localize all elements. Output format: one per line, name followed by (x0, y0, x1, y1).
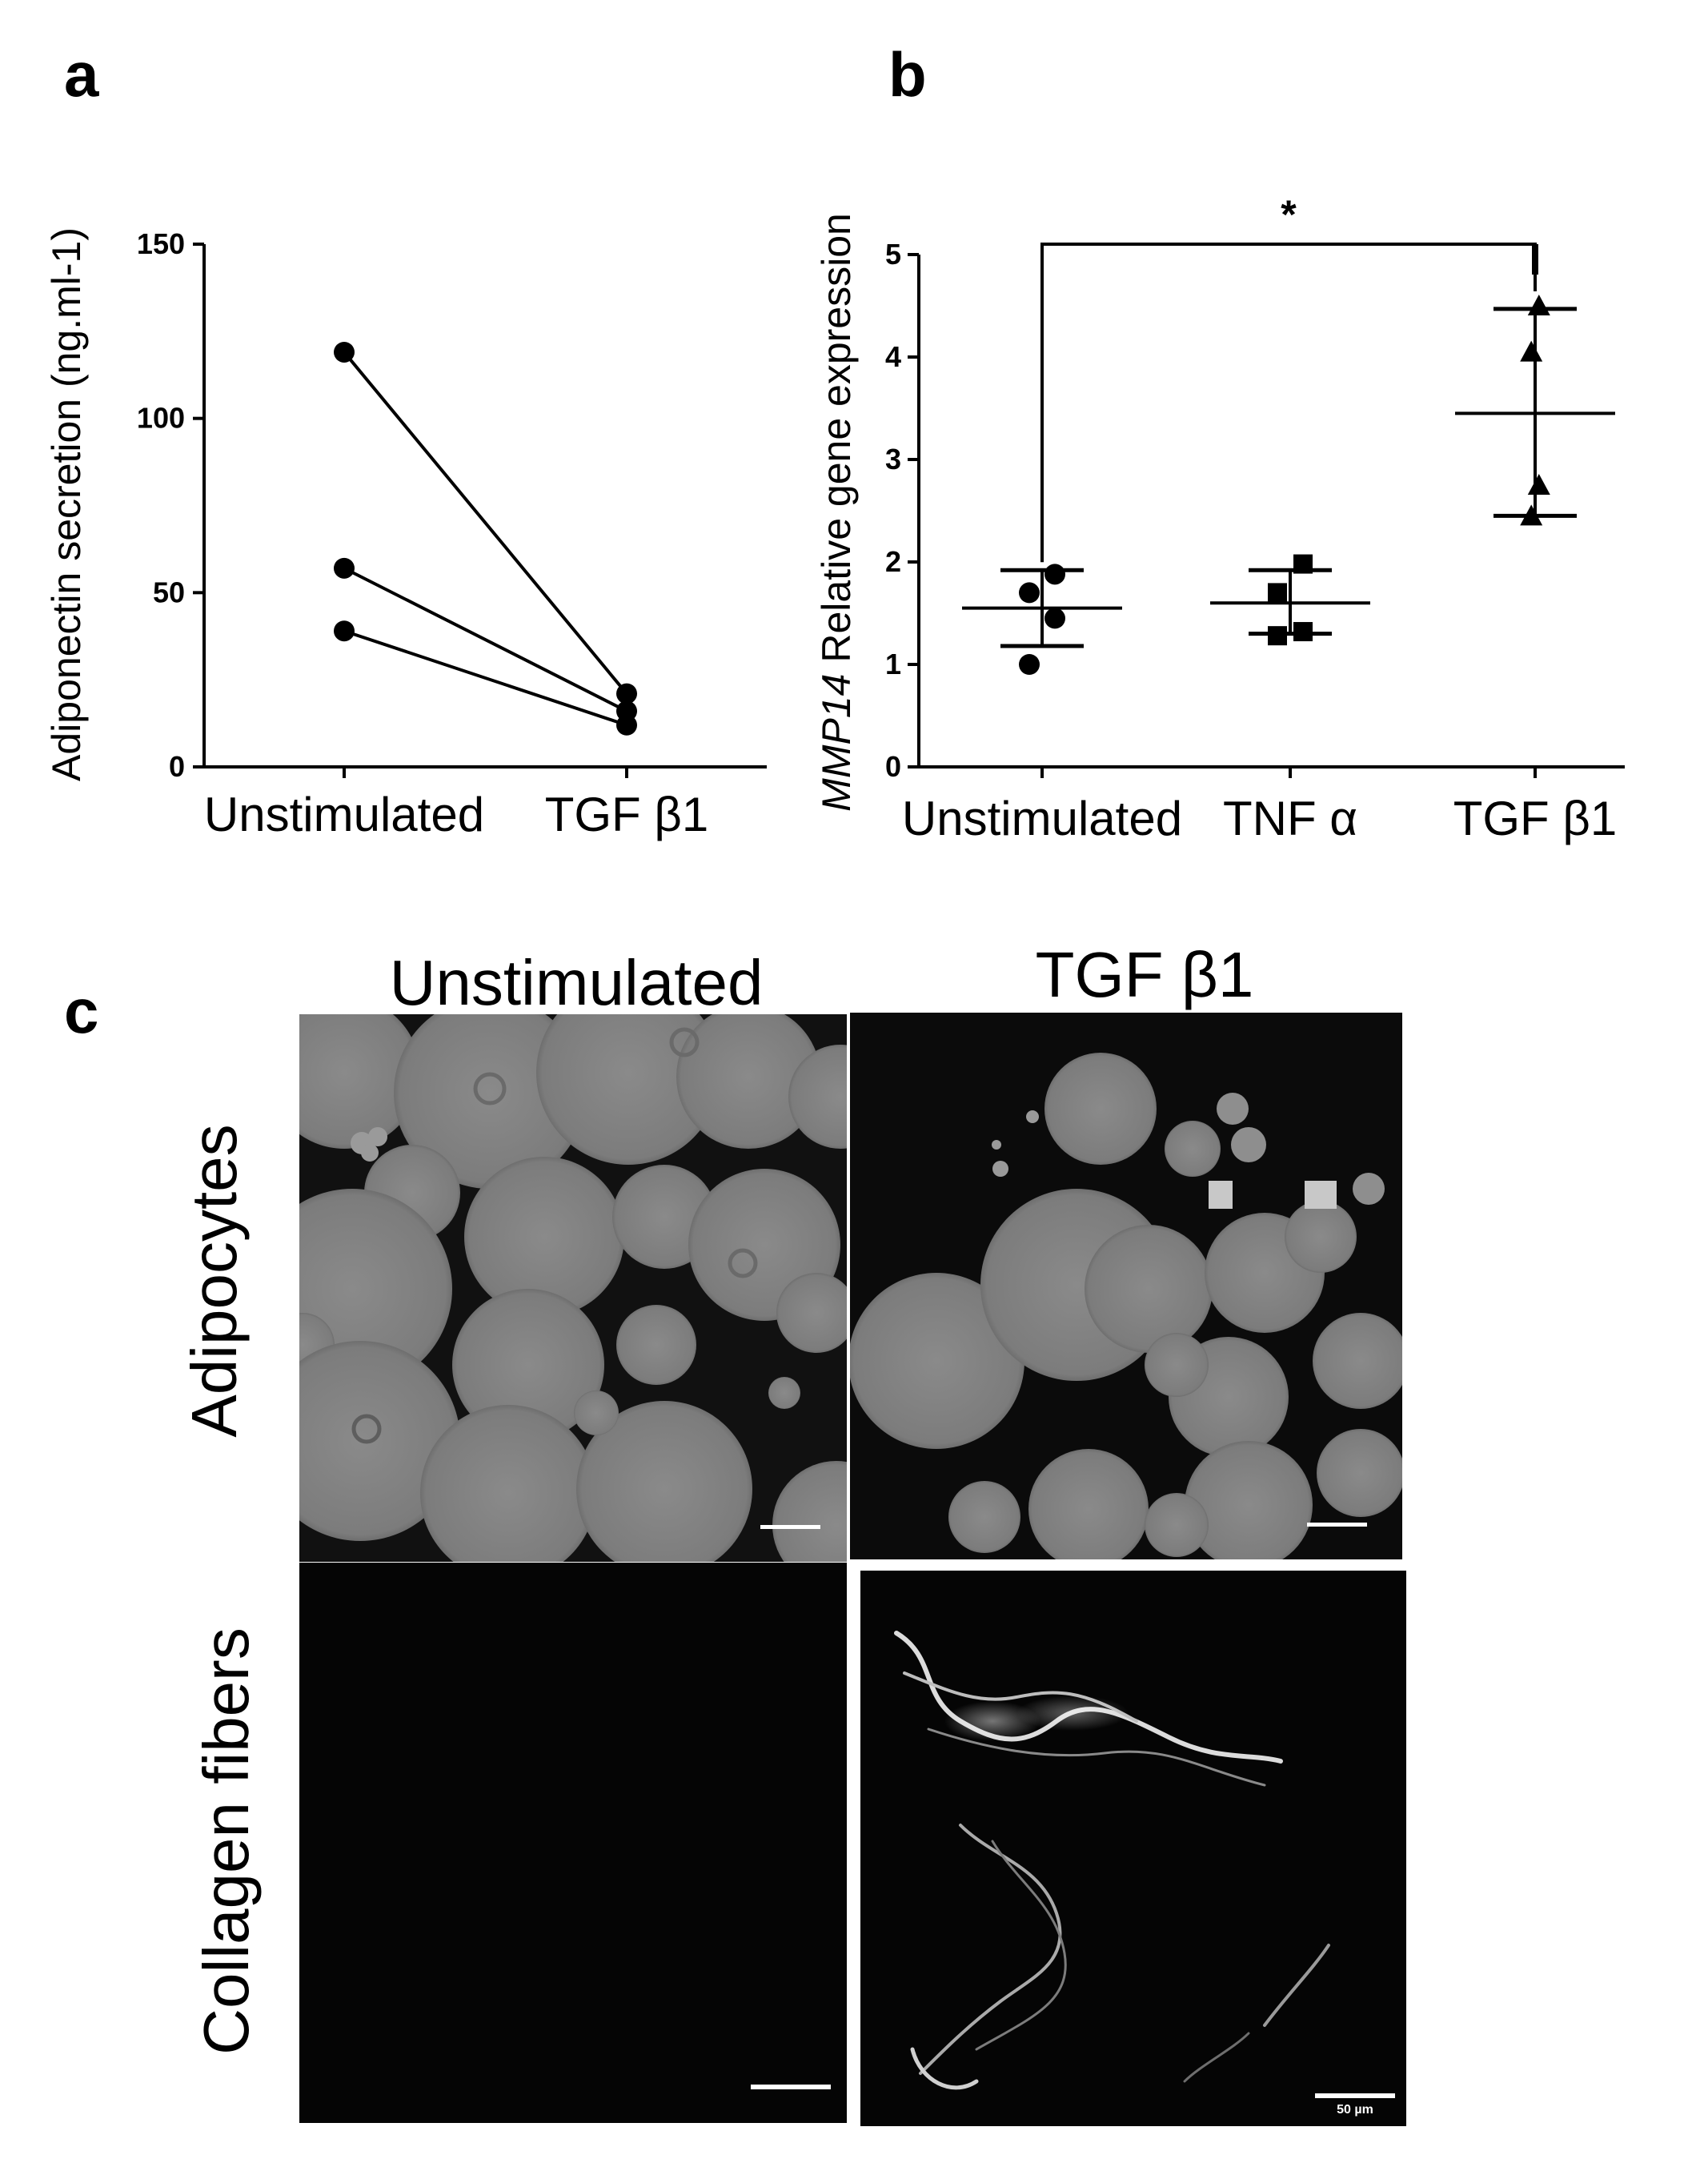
data-point (1044, 608, 1065, 629)
micrograph-unstimulated-adipocytes (299, 1014, 847, 1562)
data-point (1268, 583, 1287, 603)
data-point (1293, 554, 1313, 574)
y-tick-label: 150 (137, 227, 185, 260)
x-tick-label: TGF β1 (1453, 792, 1618, 845)
chart-b-y-axis-label: MMP14 Relative gene expression (814, 213, 859, 812)
data-point (1527, 295, 1550, 315)
column-header-tgf-b1: TGF β1 (1036, 939, 1254, 1010)
data-point (616, 683, 637, 704)
data-point (334, 341, 355, 363)
y-tick-label: 0 (885, 750, 901, 783)
scale-bar (1315, 2093, 1395, 2098)
collagen-fibers-tgf-b1 (894, 1631, 1330, 2090)
chart-a-axes: 0 50 100 150 Unstimulated TGF β1 (137, 227, 767, 841)
x-tick-label: Unstimulated (204, 788, 484, 841)
data-point (334, 557, 355, 579)
micrograph-tgf-b1-adipocytes (850, 1013, 1402, 1559)
panel-letter-c: c (64, 976, 98, 1046)
micrograph-tgf-b1-collagen: 50 µm (860, 1571, 1406, 2126)
data-point (1520, 504, 1543, 526)
significance-bracket (1040, 243, 1537, 563)
paired-line (343, 567, 627, 713)
chart-b-axes: 0 1 2 3 4 5 Unstimulated TNF α TGF β1 (885, 238, 1625, 845)
data-point (1293, 622, 1313, 642)
data-point (1520, 340, 1543, 362)
y-tick-label: 3 (885, 443, 901, 476)
row-header-adipocytes: Adipocytes (178, 1124, 250, 1437)
chart-a-marks (334, 341, 637, 736)
y-tick-label: 1 (885, 648, 901, 680)
x-tick-label: Unstimulated (902, 792, 1182, 845)
panel-letter-b: b (888, 39, 927, 110)
chart-b-y-axis-gene: MMP14 (814, 674, 859, 812)
scale-bar (1307, 1523, 1367, 1527)
scale-bar (760, 1525, 820, 1529)
y-tick-label: 4 (885, 340, 901, 373)
significance-label: * (1281, 192, 1297, 237)
data-point (1044, 564, 1065, 585)
x-tick-label: TGF β1 (545, 788, 709, 841)
chart-b-marks: * (962, 192, 1615, 675)
chart-b-y-axis-text: Relative gene expression (814, 213, 859, 662)
adipocyte-cells-tgf-b1 (850, 1053, 1402, 1559)
y-tick-label: 5 (885, 238, 901, 271)
scale-bar-label: 50 µm (1337, 2103, 1373, 2117)
chart-b: MMP14 Relative gene expression 0 1 2 3 4 5 Uns… (814, 192, 1625, 845)
data-point (1019, 582, 1040, 604)
data-point (1019, 654, 1040, 675)
paired-line (343, 351, 628, 695)
data-point (1268, 626, 1287, 646)
panel-letter-a: a (64, 39, 99, 110)
data-point (616, 714, 637, 736)
row-header-collagen-fibers: Collagen fibers (190, 1627, 262, 2055)
y-tick-label: 50 (153, 576, 185, 608)
scale-bar (751, 2085, 831, 2089)
x-tick-label: TNF α (1223, 792, 1357, 845)
chart-a-y-axis-label: Adiponectin secretion (ng.ml-1) (44, 227, 89, 781)
y-tick-label: 0 (169, 750, 185, 783)
y-tick-label: 2 (885, 545, 901, 578)
y-tick-label: 100 (137, 402, 185, 435)
adipocyte-cells-unstimulated (299, 1014, 847, 1562)
micrograph-unstimulated-collagen (299, 1563, 847, 2123)
paired-line (343, 629, 627, 727)
chart-a: Adiponectin secretion (ng.ml-1) 0 50 100 15… (44, 227, 767, 841)
column-header-unstimulated: Unstimulated (390, 947, 764, 1018)
data-point (1527, 474, 1550, 495)
data-point (334, 620, 355, 642)
